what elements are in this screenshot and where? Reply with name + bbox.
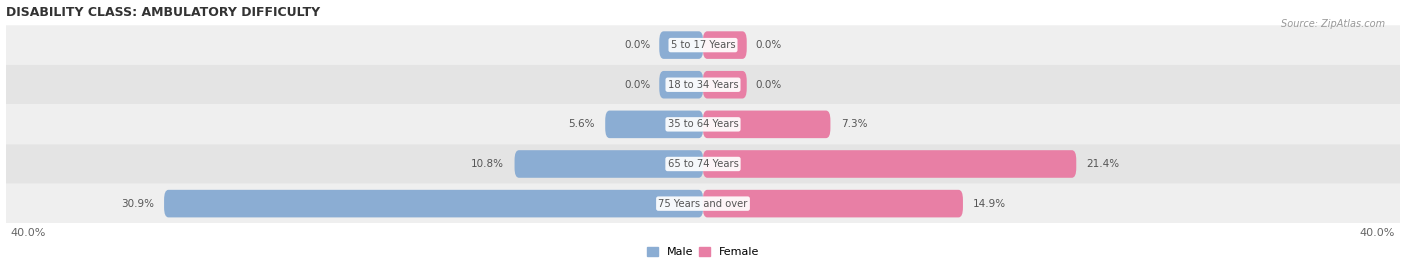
Text: 21.4%: 21.4%: [1087, 159, 1119, 169]
Text: 0.0%: 0.0%: [755, 40, 782, 50]
FancyBboxPatch shape: [6, 144, 1400, 184]
FancyBboxPatch shape: [165, 190, 703, 217]
Text: 14.9%: 14.9%: [973, 199, 1007, 209]
FancyBboxPatch shape: [6, 184, 1400, 224]
Text: 0.0%: 0.0%: [755, 80, 782, 90]
Text: 0.0%: 0.0%: [624, 80, 651, 90]
FancyBboxPatch shape: [6, 65, 1400, 105]
Legend: Male, Female: Male, Female: [643, 242, 763, 261]
Text: Source: ZipAtlas.com: Source: ZipAtlas.com: [1281, 19, 1385, 29]
FancyBboxPatch shape: [6, 25, 1400, 65]
Text: 7.3%: 7.3%: [841, 119, 868, 129]
FancyBboxPatch shape: [703, 111, 831, 138]
Text: 10.8%: 10.8%: [471, 159, 505, 169]
Text: 40.0%: 40.0%: [1360, 228, 1395, 238]
Text: 40.0%: 40.0%: [11, 228, 46, 238]
FancyBboxPatch shape: [659, 31, 703, 59]
Text: 35 to 64 Years: 35 to 64 Years: [668, 119, 738, 129]
Text: 65 to 74 Years: 65 to 74 Years: [668, 159, 738, 169]
Text: DISABILITY CLASS: AMBULATORY DIFFICULTY: DISABILITY CLASS: AMBULATORY DIFFICULTY: [6, 6, 319, 19]
Text: 18 to 34 Years: 18 to 34 Years: [668, 80, 738, 90]
Text: 75 Years and over: 75 Years and over: [658, 199, 748, 209]
Text: 5.6%: 5.6%: [568, 119, 595, 129]
FancyBboxPatch shape: [605, 111, 703, 138]
FancyBboxPatch shape: [703, 31, 747, 59]
Text: 30.9%: 30.9%: [121, 199, 153, 209]
FancyBboxPatch shape: [515, 150, 703, 178]
FancyBboxPatch shape: [703, 190, 963, 217]
FancyBboxPatch shape: [703, 71, 747, 98]
FancyBboxPatch shape: [659, 71, 703, 98]
Text: 5 to 17 Years: 5 to 17 Years: [671, 40, 735, 50]
FancyBboxPatch shape: [703, 150, 1076, 178]
Text: 0.0%: 0.0%: [624, 40, 651, 50]
FancyBboxPatch shape: [6, 105, 1400, 144]
